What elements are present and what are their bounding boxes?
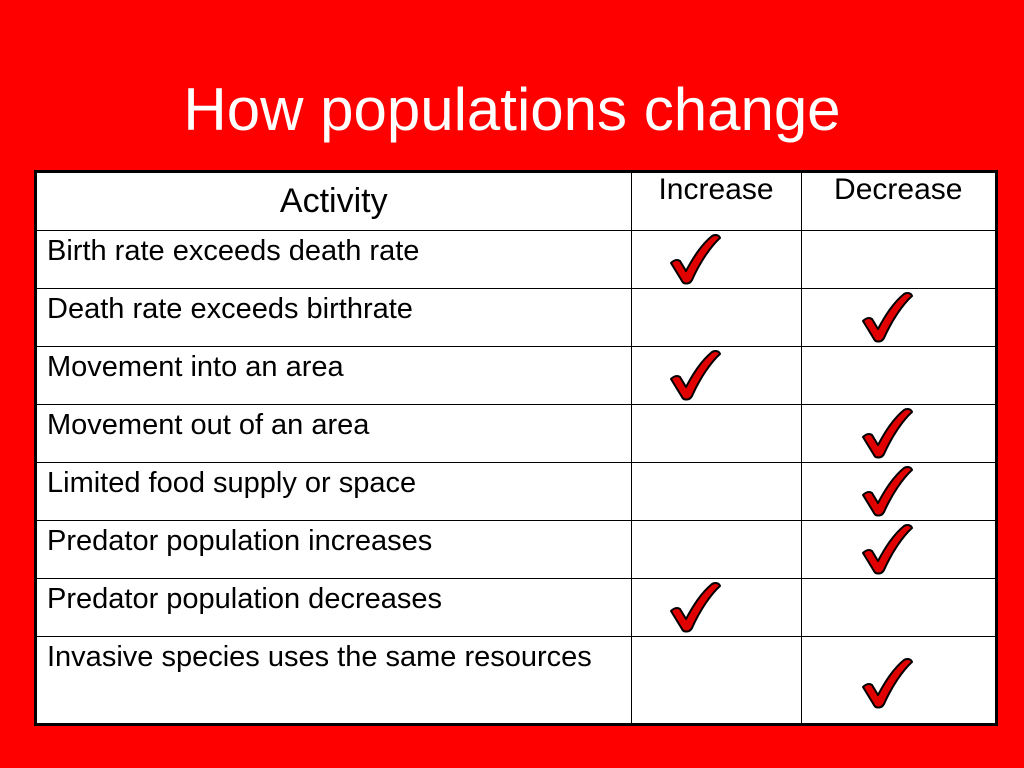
increase-cell [630,229,802,289]
check-icon [861,657,913,708]
table-row: Movement out of an area [37,403,995,463]
activity-cell: Birth rate exceeds death rate [37,229,632,289]
decrease-cell [800,635,995,726]
increase-cell [630,403,802,463]
decrease-cell [800,287,995,347]
increase-cell [630,577,802,637]
decrease-cell [800,229,995,289]
activity-cell: Invasive species uses the same resources [37,635,632,726]
activity-cell: Death rate exceeds birthrate [37,287,632,347]
check-icon [861,291,913,342]
activity-cell: Predator population increases [37,519,632,579]
increase-cell [630,461,802,521]
decrease-cell [800,519,995,579]
header-increase: Increase [630,173,802,231]
page-title: How populations change [183,76,841,143]
table-header-row: Activity Increase Decrease [37,173,995,231]
increase-cell [630,345,802,405]
activity-cell: Movement out of an area [37,403,632,463]
table-row: Birth rate exceeds death rate [37,229,995,289]
decrease-cell [800,345,995,405]
table-row: Predator population increases [37,519,995,579]
table-row: Predator population decreases [37,577,995,637]
activity-table-frame: Activity Increase Decrease Birth rate ex… [34,170,998,726]
activity-cell: Predator population decreases [37,577,632,637]
check-icon [861,523,913,574]
activity-cell: Movement into an area [37,345,632,405]
table-row: Movement into an area [37,345,995,405]
table-row: Death rate exceeds birthrate [37,287,995,347]
header-activity: Activity [37,173,632,231]
check-icon [669,581,721,632]
increase-cell [630,635,802,726]
header-decrease: Decrease [800,173,995,231]
table-row: Limited food supply or space [37,461,995,521]
check-icon [669,349,721,400]
increase-cell [630,519,802,579]
table-row: Invasive species uses the same resources [37,635,995,726]
decrease-cell [800,461,995,521]
increase-cell [630,287,802,347]
check-icon [669,233,721,284]
activity-cell: Limited food supply or space [37,461,632,521]
decrease-cell [800,577,995,637]
activity-table: Activity Increase Decrease Birth rate ex… [37,173,995,726]
check-icon [861,465,913,516]
check-icon [861,407,913,458]
decrease-cell [800,403,995,463]
